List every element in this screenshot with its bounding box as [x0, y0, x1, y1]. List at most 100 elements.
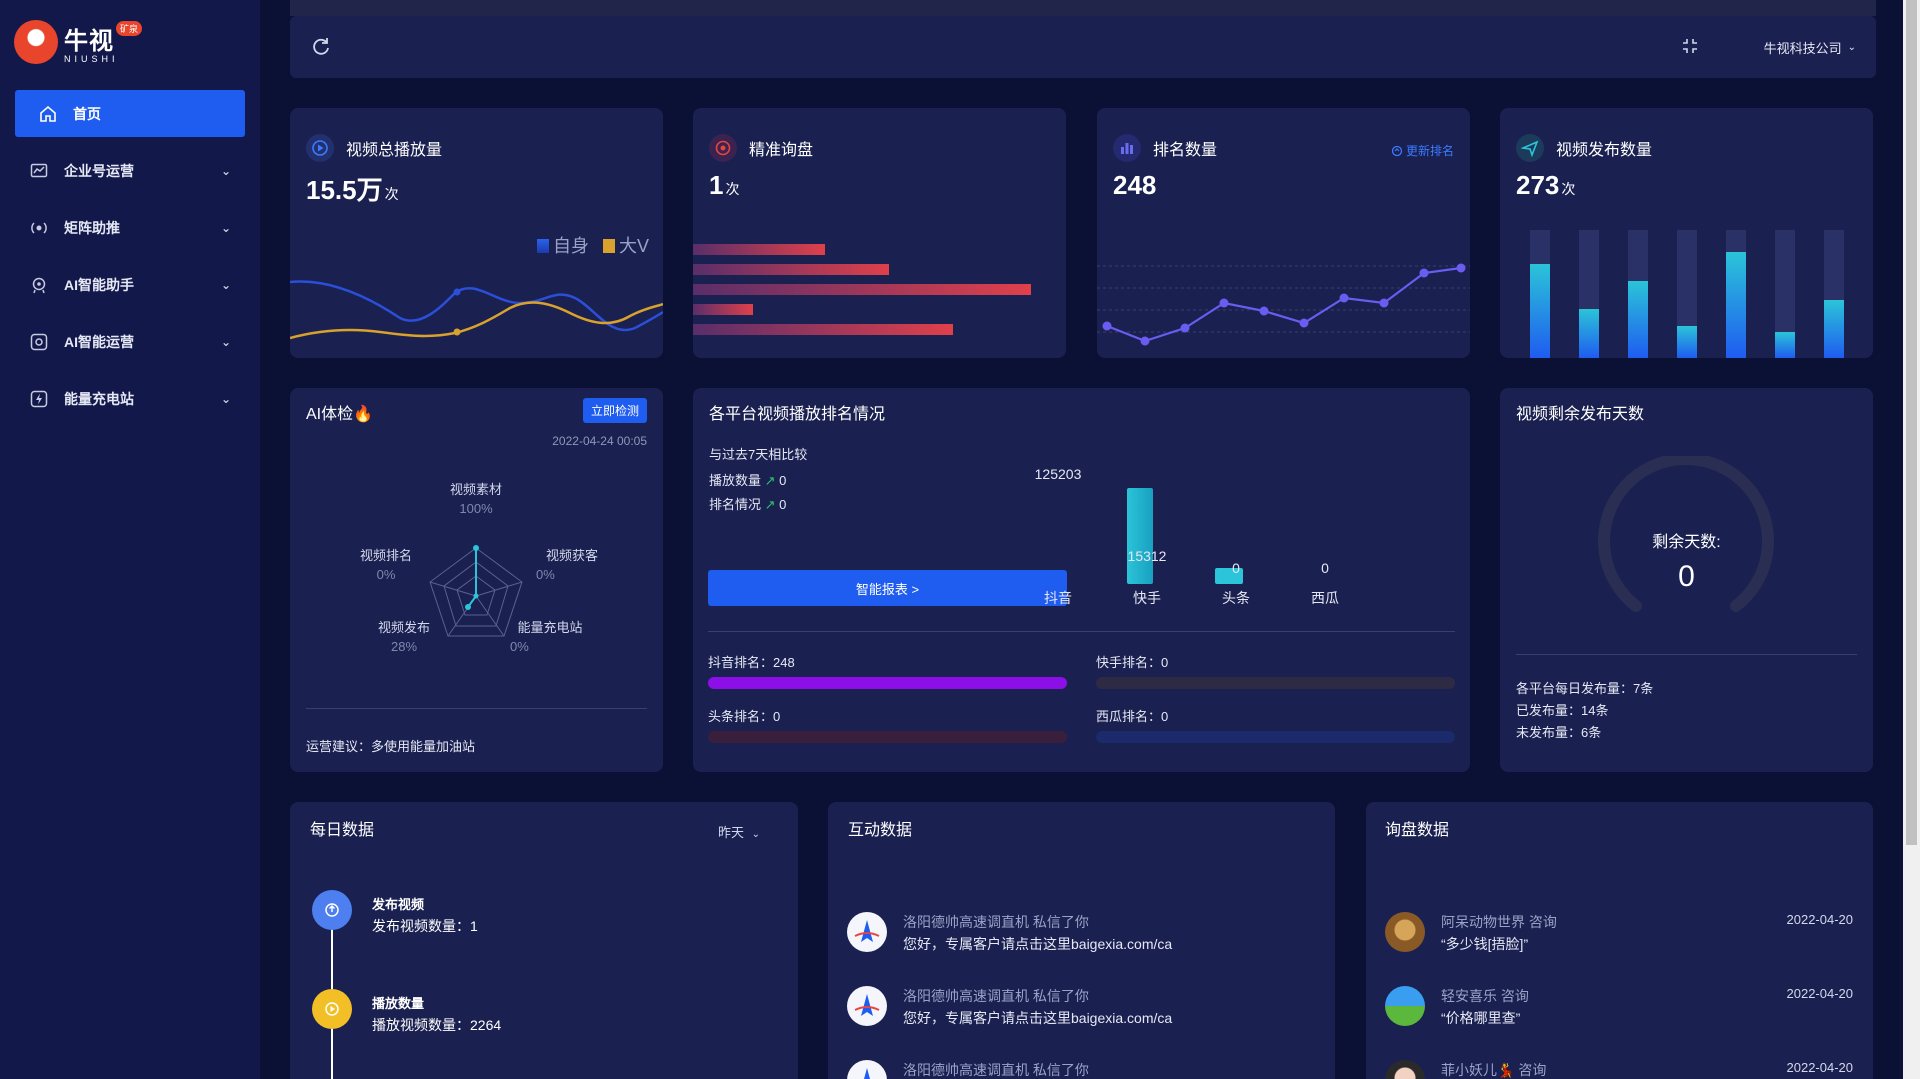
inquiry-body: “价格哪里查”: [1441, 1010, 1521, 1026]
publish-bar: [1775, 332, 1795, 358]
daily-item-desc: 播放视频数量：2264: [372, 1017, 502, 1033]
remaining-days-card: 视频剩余发布天数 剩余天数: 0 各平台每日发布量：7条 已发布量：14条 未发…: [1500, 388, 1873, 772]
send-icon: [1516, 134, 1544, 162]
brand-en: NIUSHI: [64, 53, 119, 64]
platform-name: 西瓜: [1311, 590, 1339, 606]
chevron-down-icon: ⌄: [220, 277, 232, 292]
avatar[interactable]: [1385, 1060, 1425, 1079]
avatar[interactable]: [1385, 986, 1425, 1026]
inquiry-body: “多少钱[捂脸]”: [1441, 936, 1529, 952]
update-rank-label: 更新排名: [1405, 144, 1454, 158]
publish-bar: [1579, 309, 1599, 358]
remaining-title: 视频剩余发布天数: [1516, 406, 1645, 423]
plays-title: 视频总播放量: [346, 142, 443, 159]
charge-icon: [30, 390, 48, 408]
plays-legend: 自身 大V: [536, 232, 649, 258]
sidebar-item-label: AI智能助手: [64, 276, 134, 293]
plays-unit: 次: [384, 186, 399, 202]
legend-swatch-big: [602, 239, 615, 253]
sidebar-item-ai-operation[interactable]: AI智能运营 ⌄: [15, 318, 245, 365]
platform-value: 125203: [1034, 466, 1082, 482]
rank-series-line: [1106, 266, 1462, 343]
refresh-small-icon: [1391, 145, 1403, 156]
message-body: 您好，专属客户请点击这里baigexia.com/ca: [903, 1010, 1173, 1026]
brand-logo[interactable]: 牛视 矿泉 NIUSHI: [14, 20, 143, 64]
douyin-rank-bar: [708, 677, 1067, 689]
series-self-point: [453, 288, 461, 296]
gauge-label: 剩余天数:: [1652, 534, 1721, 551]
platform-name: 抖音: [1044, 590, 1072, 606]
sidebar-item-label: 首页: [73, 105, 101, 122]
platform-value: 0: [1232, 560, 1240, 576]
publish-value: 273: [1516, 170, 1560, 200]
sidebar-item-label: AI智能运营: [64, 333, 134, 350]
rank-line-chart: [1097, 263, 1470, 346]
daily-filter-dropdown[interactable]: 昨天 ⌄: [718, 822, 760, 841]
publish-bar: [1726, 252, 1746, 358]
plays-line-chart: [290, 280, 663, 340]
inquiry-name: 轻安喜乐 咨询: [1441, 988, 1529, 1004]
daily-item-desc: 发布视频数量：1: [372, 918, 478, 934]
home-icon: [39, 105, 57, 123]
plays-value: 15.5万: [306, 175, 383, 205]
sidebar-item-enterprise[interactable]: 企业号运营 ⌄: [15, 147, 245, 194]
divider: [306, 708, 647, 709]
scrollbar-thumb[interactable]: [1906, 0, 1917, 845]
sidebar: 牛视 矿泉 NIUSHI 首页 企业号运营 ⌄ 矩阵助推 ⌄: [0, 0, 260, 1079]
sidebar-item-ai-assistant[interactable]: AI智能助手 ⌄: [15, 261, 245, 308]
ai-check-date: 2022-04-24 00:05: [552, 434, 647, 448]
daily-item-title: 播放数量: [372, 996, 425, 1011]
message-name: 洛阳德帅高速调直机 私信了你: [903, 1062, 1089, 1078]
message-name: 洛阳德帅高速调直机 私信了你: [903, 988, 1089, 1004]
sidebar-item-charge[interactable]: 能量充电站 ⌄: [15, 375, 245, 422]
smart-report-button[interactable]: 智能报表 >: [708, 570, 1067, 606]
flame-icon: 🔥: [353, 406, 374, 423]
inquiry-data-card: 询盘数据 阿呆动物世界 咨询 “多少钱[捂脸]” 2022-04-20 轻安喜乐…: [1366, 802, 1873, 1079]
refresh-icon[interactable]: [310, 36, 332, 58]
rank-series-points: [1102, 263, 1466, 346]
check-now-button[interactable]: 立即检测: [582, 398, 647, 423]
chevron-down-icon: ⌄: [220, 334, 232, 349]
douyin-rank-label: 抖音排名：248: [708, 655, 795, 670]
sidebar-item-matrix[interactable]: 矩阵助推 ⌄: [15, 204, 245, 251]
company-selector[interactable]: 牛视科技公司 ⌄: [1764, 38, 1856, 57]
xigua-rank-label: 西瓜排名：0: [1096, 709, 1169, 724]
inquiry-date: 2022-04-20: [1786, 986, 1854, 1001]
inquiry-bar: [693, 284, 1031, 295]
chevron-down-icon: ⌄: [751, 829, 761, 840]
brand-name: 牛视: [64, 27, 114, 55]
platform-ranking-card: 各平台视频播放排名情况 与过去7天相比较 播放数量 ↗ 0 排名情况 ↗ 0 智…: [693, 388, 1470, 772]
legend-swatch-self: [536, 239, 549, 253]
update-rank-link[interactable]: 更新排名: [1391, 142, 1454, 159]
divider: [708, 631, 1455, 632]
avatar[interactable]: [847, 986, 887, 1026]
xigua-rank-bar: [1096, 731, 1455, 743]
inquiry-bar: [693, 304, 753, 315]
avatar[interactable]: [847, 912, 887, 952]
inquiry-date: 2022-04-20: [1786, 912, 1854, 927]
ranking-title: 各平台视频播放排名情况: [709, 406, 886, 423]
kuaishou-rank-label: 快手排名：0: [1096, 655, 1169, 670]
publish-bar: [1677, 326, 1697, 358]
avatar[interactable]: [847, 1060, 887, 1079]
sidebar-item-home[interactable]: 首页: [15, 90, 245, 137]
fullscreen-exit-icon[interactable]: [1682, 38, 1698, 54]
daily-title: 每日数据: [310, 822, 375, 839]
page-scrollbar[interactable]: [1903, 0, 1920, 1079]
inquiry-unit: 次: [725, 181, 740, 197]
rank-value: 248: [1113, 170, 1157, 200]
inquiry-date: 2022-04-20: [1786, 1060, 1854, 1075]
chart-icon: [30, 162, 48, 180]
daily-filter-value: 昨天: [718, 825, 745, 840]
inquiry-bar: [693, 244, 825, 255]
publish-card: 视频发布数量 273 次: [1500, 108, 1873, 358]
rank-compare-value: 0: [779, 497, 787, 512]
kuaishou-column: [1215, 568, 1243, 584]
avatar[interactable]: [1385, 912, 1425, 952]
unpublished-text: 未发布量：6条: [1516, 725, 1602, 740]
interaction-card: 互动数据 洛阳德帅高速调直机 私信了你 您好，专属客户请点击这里baigexia…: [828, 802, 1335, 1079]
inquiry-name: 阿呆动物世界 咨询: [1441, 914, 1557, 930]
play-compare-label: 播放数量: [709, 473, 762, 488]
daily-item-title: 发布视频: [372, 897, 425, 912]
